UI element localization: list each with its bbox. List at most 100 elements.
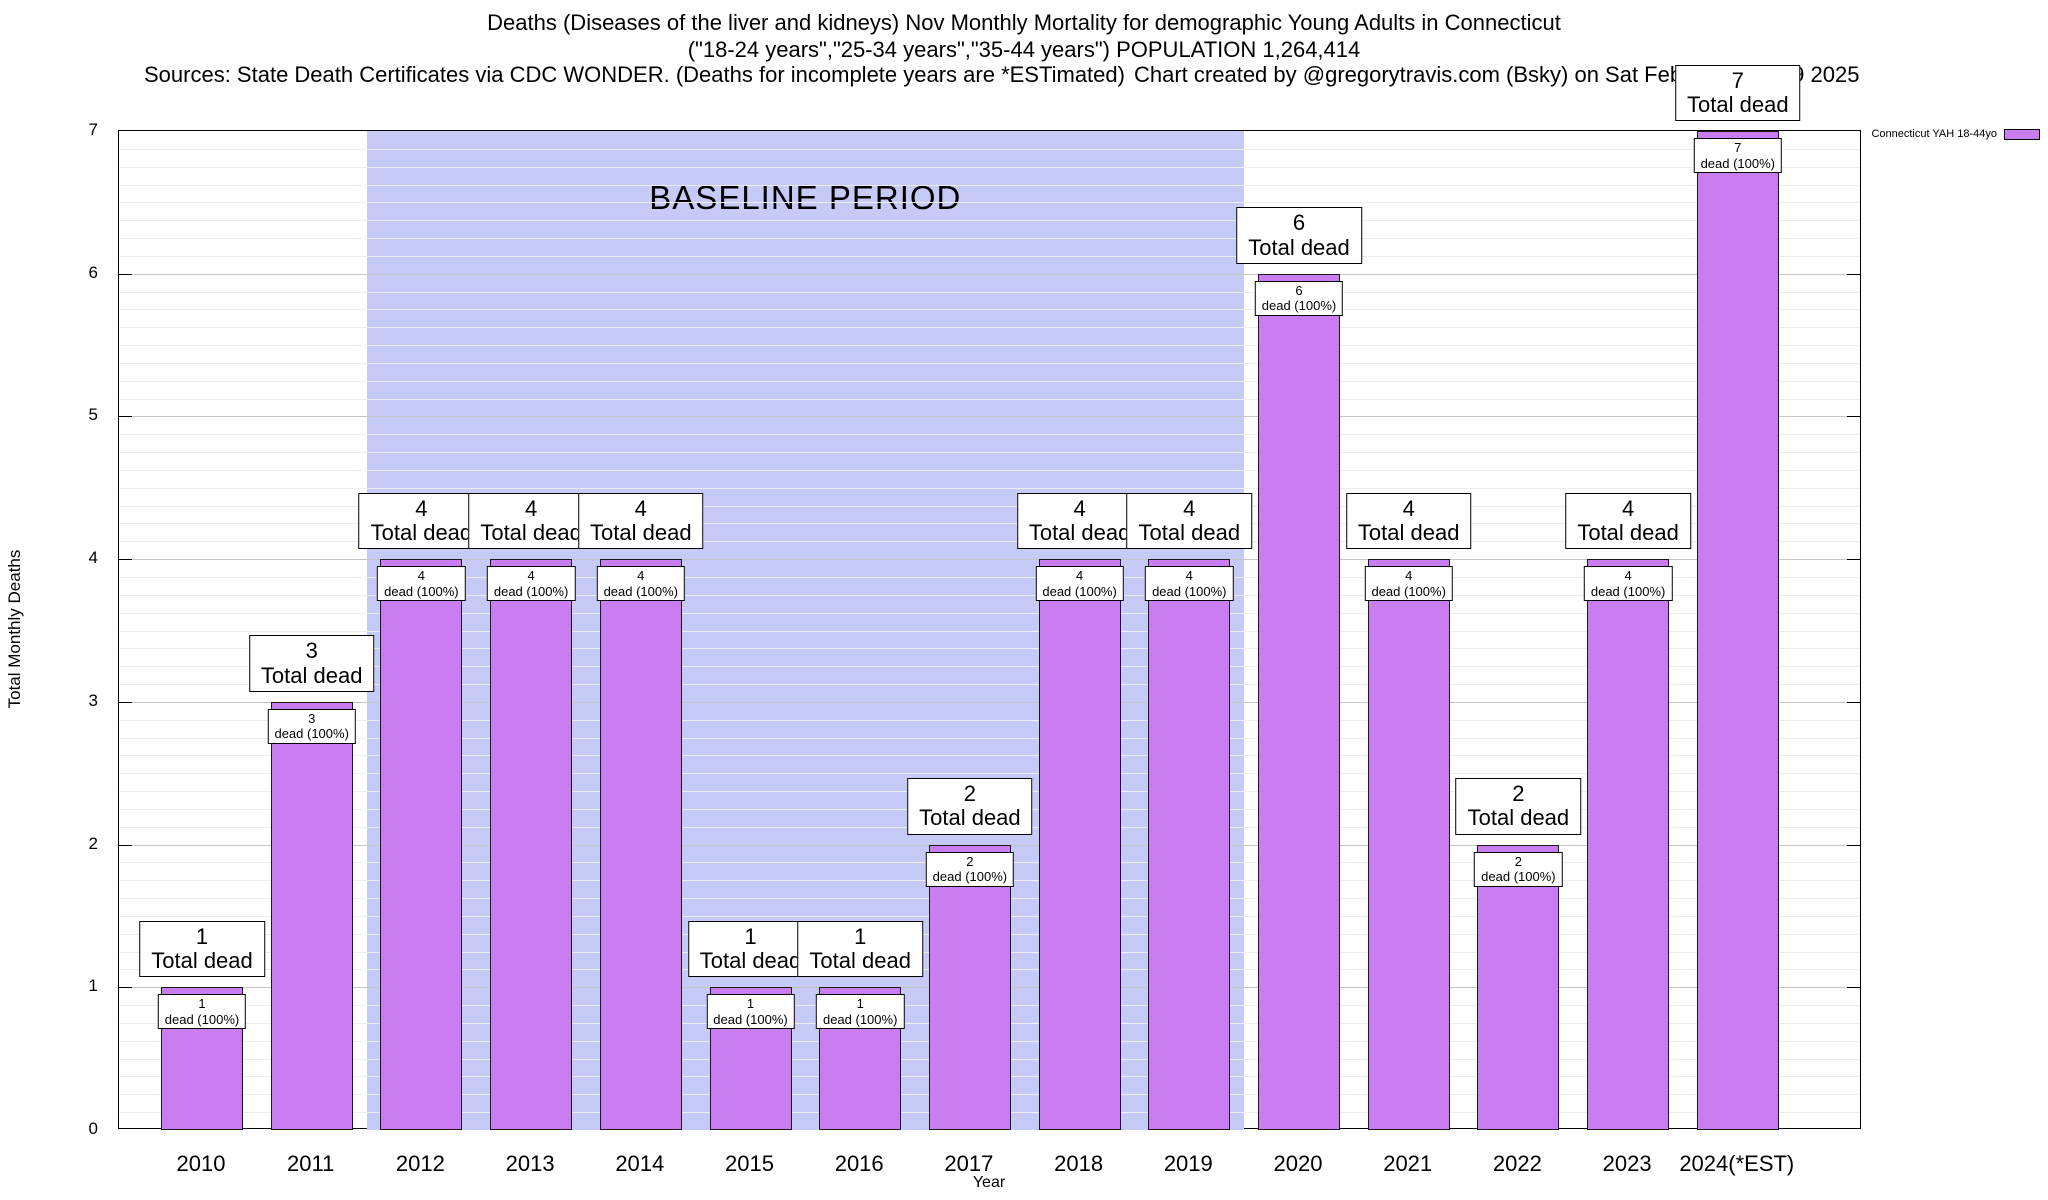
x-tick-label-2016: 2016 bbox=[834, 1151, 884, 1176]
bar-2021 bbox=[1367, 559, 1450, 1130]
gridline-minor bbox=[119, 452, 1860, 454]
gridline-major bbox=[119, 701, 1860, 703]
bar-top-label-2019: 4 Total dead bbox=[1126, 492, 1253, 550]
y-tick-mark-right bbox=[1847, 701, 1860, 703]
gridline-minor bbox=[119, 362, 1860, 364]
gridline-minor bbox=[119, 541, 1860, 543]
x-tick-label-2012: 2012 bbox=[395, 1151, 445, 1176]
bar-inner-label-2021: 4 dead (100%) bbox=[1364, 566, 1453, 602]
y-tick-mark-left bbox=[119, 273, 132, 275]
gridline-minor bbox=[119, 184, 1860, 186]
gridline-minor bbox=[119, 238, 1860, 240]
gridline-minor bbox=[119, 594, 1860, 596]
bar-inner-label-2023: 4 dead (100%) bbox=[1583, 566, 1673, 602]
y-tick-label-4: 4 bbox=[88, 548, 98, 568]
y-tick-mark-left bbox=[119, 844, 132, 846]
legend-swatch bbox=[2004, 128, 2040, 140]
bar-top-label-2020: 6 Total dead bbox=[1236, 207, 1362, 264]
bar-2014 bbox=[599, 559, 682, 1130]
bar-top-label-2015: 1 Total dead bbox=[687, 920, 814, 978]
bar-inner-label-2010: 1 dead (100%) bbox=[157, 994, 247, 1030]
bar-top-label-2011: 3 Total dead bbox=[248, 635, 375, 692]
y-tick-mark-left bbox=[119, 701, 132, 703]
gridline-minor bbox=[119, 255, 1860, 257]
legend-label: Connecticut YAH 18-44yo bbox=[1871, 128, 1997, 140]
gridline-minor bbox=[119, 737, 1860, 739]
gridline-minor bbox=[119, 505, 1860, 507]
x-tick-label-2019: 2019 bbox=[1163, 1151, 1213, 1176]
bar-2017 bbox=[928, 844, 1011, 1130]
bar-2012 bbox=[380, 559, 463, 1130]
bar-inner-label-2020: 6 dead (100%) bbox=[1254, 280, 1344, 316]
gridline-minor bbox=[119, 291, 1860, 293]
x-tick-label-2011: 2011 bbox=[287, 1151, 335, 1176]
bar-2022 bbox=[1477, 844, 1560, 1130]
y-tick-label-2: 2 bbox=[88, 833, 98, 853]
y-tick-mark-right bbox=[1847, 844, 1860, 846]
y-tick-label-3: 3 bbox=[88, 690, 98, 710]
x-tick-label-2015: 2015 bbox=[725, 1151, 774, 1176]
bar-inner-label-2012: 4 dead (100%) bbox=[377, 566, 466, 602]
gridline-minor bbox=[119, 576, 1860, 578]
bar-inner-label-2018: 4 dead (100%) bbox=[1035, 566, 1124, 602]
sources-note: Sources: State Death Certificates via CD… bbox=[144, 62, 1125, 87]
gridline-minor bbox=[119, 719, 1860, 721]
bar-2011 bbox=[270, 701, 353, 1130]
x-tick-label-2014: 2014 bbox=[615, 1151, 665, 1176]
bar-inner-label-2014: 4 dead (100%) bbox=[596, 566, 686, 602]
x-tick-label-2017: 2017 bbox=[944, 1151, 994, 1176]
x-tick-label-2020: 2020 bbox=[1273, 1151, 1323, 1176]
bar-2024(*EST) bbox=[1696, 131, 1779, 1130]
gridline-minor bbox=[119, 630, 1860, 632]
gridline-major bbox=[119, 273, 1860, 275]
gridline-minor bbox=[119, 684, 1860, 686]
gridline-minor bbox=[119, 380, 1860, 382]
y-tick-mark-left bbox=[119, 987, 132, 989]
bar-inner-label-2013: 4 dead (100%) bbox=[486, 566, 576, 602]
y-tick-mark-right bbox=[1847, 987, 1860, 989]
x-tick-label-2023: 2023 bbox=[1602, 1151, 1652, 1176]
x-tick-label-2024(*EST): 2024(*EST) bbox=[1679, 1151, 1795, 1176]
bar-inner-label-2022: 2 dead (100%) bbox=[1474, 851, 1563, 887]
bar-top-label-2022: 2 Total dead bbox=[1455, 778, 1582, 835]
bar-2020 bbox=[1258, 273, 1340, 1130]
y-tick-label-1: 1 bbox=[88, 976, 98, 996]
y-tick-label-7: 7 bbox=[88, 120, 98, 139]
y-tick-label-6: 6 bbox=[88, 262, 98, 282]
bar-inner-label-2024(*EST): 7 dead (100%) bbox=[1693, 138, 1783, 174]
bar-inner-label-2011: 3 dead (100%) bbox=[267, 708, 356, 745]
plot-area: BASELINE PERIOD 1 dead (100%) 1 Total dead 3 d… bbox=[118, 64, 1861, 1130]
gridline-minor bbox=[119, 434, 1860, 436]
gridline-minor bbox=[119, 487, 1860, 489]
bar-top-label-2013: 4 Total dead bbox=[468, 492, 594, 550]
bar-2013 bbox=[490, 559, 573, 1130]
gridline-minor bbox=[119, 166, 1860, 168]
y-tick-label-0: 0 bbox=[88, 1119, 98, 1138]
gridline-minor bbox=[119, 773, 1860, 775]
y-tick-mark-right bbox=[1847, 559, 1860, 561]
bar-inner-label-2019: 4 dead (100%) bbox=[1145, 566, 1234, 602]
gridline-minor bbox=[119, 345, 1860, 347]
bar-top-label-2012: 4 Total dead bbox=[358, 492, 485, 550]
gridline-minor bbox=[119, 666, 1860, 668]
x-tick-label-2021: 2021 bbox=[1383, 1151, 1433, 1176]
chart-title: Deaths (Diseases of the liver and kidney… bbox=[487, 10, 1561, 35]
x-tick-label-2010: 2010 bbox=[176, 1151, 226, 1176]
y-tick-mark-right bbox=[1847, 416, 1860, 418]
bar-2018 bbox=[1038, 559, 1121, 1130]
x-tick-label-2018: 2018 bbox=[1054, 1151, 1104, 1176]
bar-top-label-2017: 2 Total dead bbox=[907, 778, 1033, 835]
bar-top-label-2010: 1 Total dead bbox=[139, 920, 265, 978]
gridline-minor bbox=[119, 612, 1860, 614]
gridline-minor bbox=[119, 755, 1860, 757]
y-tick-label-5: 5 bbox=[88, 405, 98, 425]
gridline-major bbox=[119, 559, 1860, 561]
gridline-minor bbox=[119, 469, 1860, 471]
bar-top-label-2014: 4 Total dead bbox=[578, 492, 704, 550]
gridline-minor bbox=[119, 523, 1860, 525]
bar-2019 bbox=[1148, 559, 1231, 1130]
gridline-minor bbox=[119, 148, 1860, 150]
bar-inner-label-2015: 1 dead (100%) bbox=[706, 994, 795, 1030]
gridline-minor bbox=[119, 202, 1860, 204]
